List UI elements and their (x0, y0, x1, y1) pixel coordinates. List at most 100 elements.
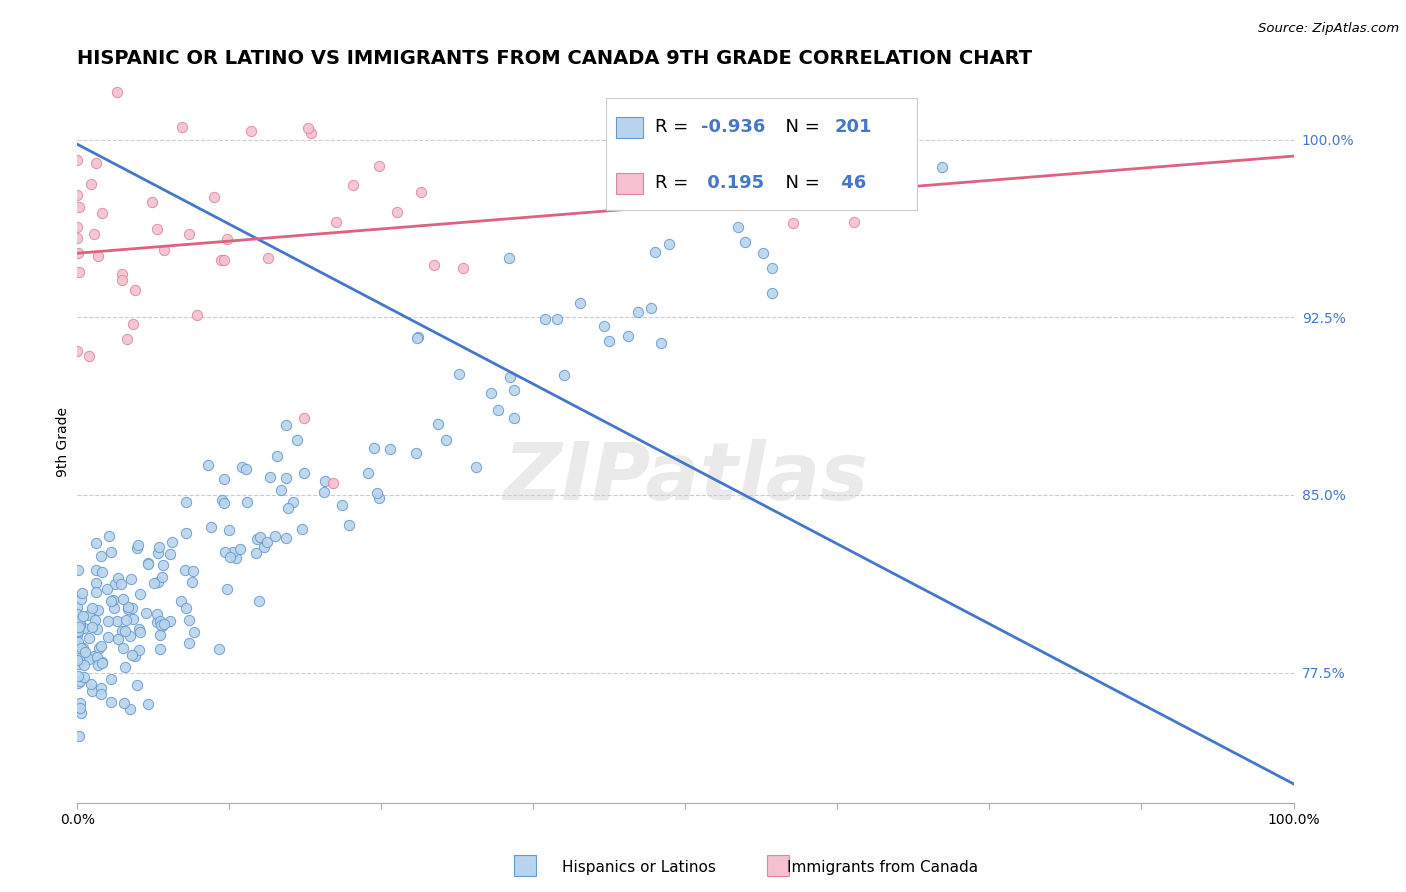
Point (66, 246, 89, 260)
Point (83, 648, 105, 663)
Point (219, 549, 242, 564)
Point (276, 471, 298, 485)
Point (502, 383, 524, 397)
Point (148, 540, 170, 554)
Point (174, 495, 197, 509)
Point (66, 344, 89, 359)
Point (124, 648, 146, 663)
Point (281, 495, 304, 509)
Point (153, 244, 176, 258)
Point (380, 442, 402, 456)
Point (197, 458, 219, 472)
Point (314, 485, 336, 500)
Point (117, 332, 139, 346)
Point (121, 648, 143, 662)
Point (214, 545, 236, 559)
Point (67, 651, 90, 665)
Point (117, 600, 139, 615)
Point (246, 532, 269, 546)
Point (569, 295, 592, 310)
Point (97, 630, 120, 644)
Point (136, 557, 159, 571)
Point (121, 600, 143, 615)
Point (67, 730, 90, 744)
Point (105, 85, 128, 99)
FancyBboxPatch shape (616, 173, 643, 194)
Point (70, 586, 93, 600)
Point (498, 251, 520, 265)
Point (464, 459, 486, 474)
Point (66, 563, 89, 577)
Point (249, 530, 271, 544)
Point (67, 621, 90, 635)
Point (66, 188, 89, 202)
Point (256, 251, 278, 265)
Point (141, 195, 163, 210)
Point (247, 594, 270, 608)
Text: Source: ZipAtlas.com: Source: ZipAtlas.com (1258, 22, 1399, 36)
Point (931, 160, 953, 174)
Bar (515, 855, 536, 876)
Point (239, 124, 262, 138)
Point (100, 545, 122, 559)
Point (67, 657, 90, 671)
Point (125, 678, 148, 692)
Point (751, 246, 773, 260)
Point (186, 308, 208, 322)
Point (100, 696, 122, 710)
Point (842, 215, 865, 229)
Point (87, 603, 110, 617)
Point (87, 657, 110, 672)
Point (761, 260, 783, 275)
Point (148, 575, 170, 590)
Point (149, 642, 172, 657)
Point (87, 641, 110, 656)
Point (79, 677, 101, 691)
Point (128, 624, 150, 639)
Point (479, 385, 502, 400)
Point (69, 617, 91, 632)
Point (209, 253, 232, 268)
Point (70, 652, 93, 666)
FancyBboxPatch shape (606, 98, 917, 211)
Point (107, 632, 129, 646)
Point (91, 656, 114, 670)
Point (325, 215, 347, 229)
Point (80, 177, 103, 191)
Point (342, 178, 364, 192)
Point (337, 517, 360, 532)
Point (114, 613, 136, 627)
Point (145, 607, 167, 622)
Point (70, 641, 93, 656)
Point (112, 696, 135, 710)
Point (103, 601, 125, 615)
Point (422, 258, 444, 272)
Point (90, 206, 112, 220)
Point (366, 485, 388, 500)
Text: 46: 46 (835, 174, 866, 192)
Point (86, 623, 108, 637)
Point (152, 616, 174, 631)
Point (276, 531, 298, 545)
Point (245, 546, 267, 560)
Point (128, 642, 150, 657)
Point (69, 673, 91, 688)
Point (72, 641, 94, 656)
Text: 201: 201 (835, 119, 873, 136)
Point (110, 576, 132, 591)
Point (66, 624, 89, 639)
Point (67, 265, 90, 279)
Point (266, 449, 288, 463)
Point (91, 655, 114, 669)
Point (91, 565, 114, 579)
Point (150, 617, 173, 632)
Point (149, 628, 172, 642)
Point (427, 417, 450, 432)
Point (69, 701, 91, 715)
Point (259, 470, 281, 484)
Text: ZIPatlas: ZIPatlas (503, 439, 868, 516)
Point (174, 526, 197, 541)
Point (77, 651, 100, 665)
Point (69, 614, 91, 628)
Point (104, 577, 127, 591)
